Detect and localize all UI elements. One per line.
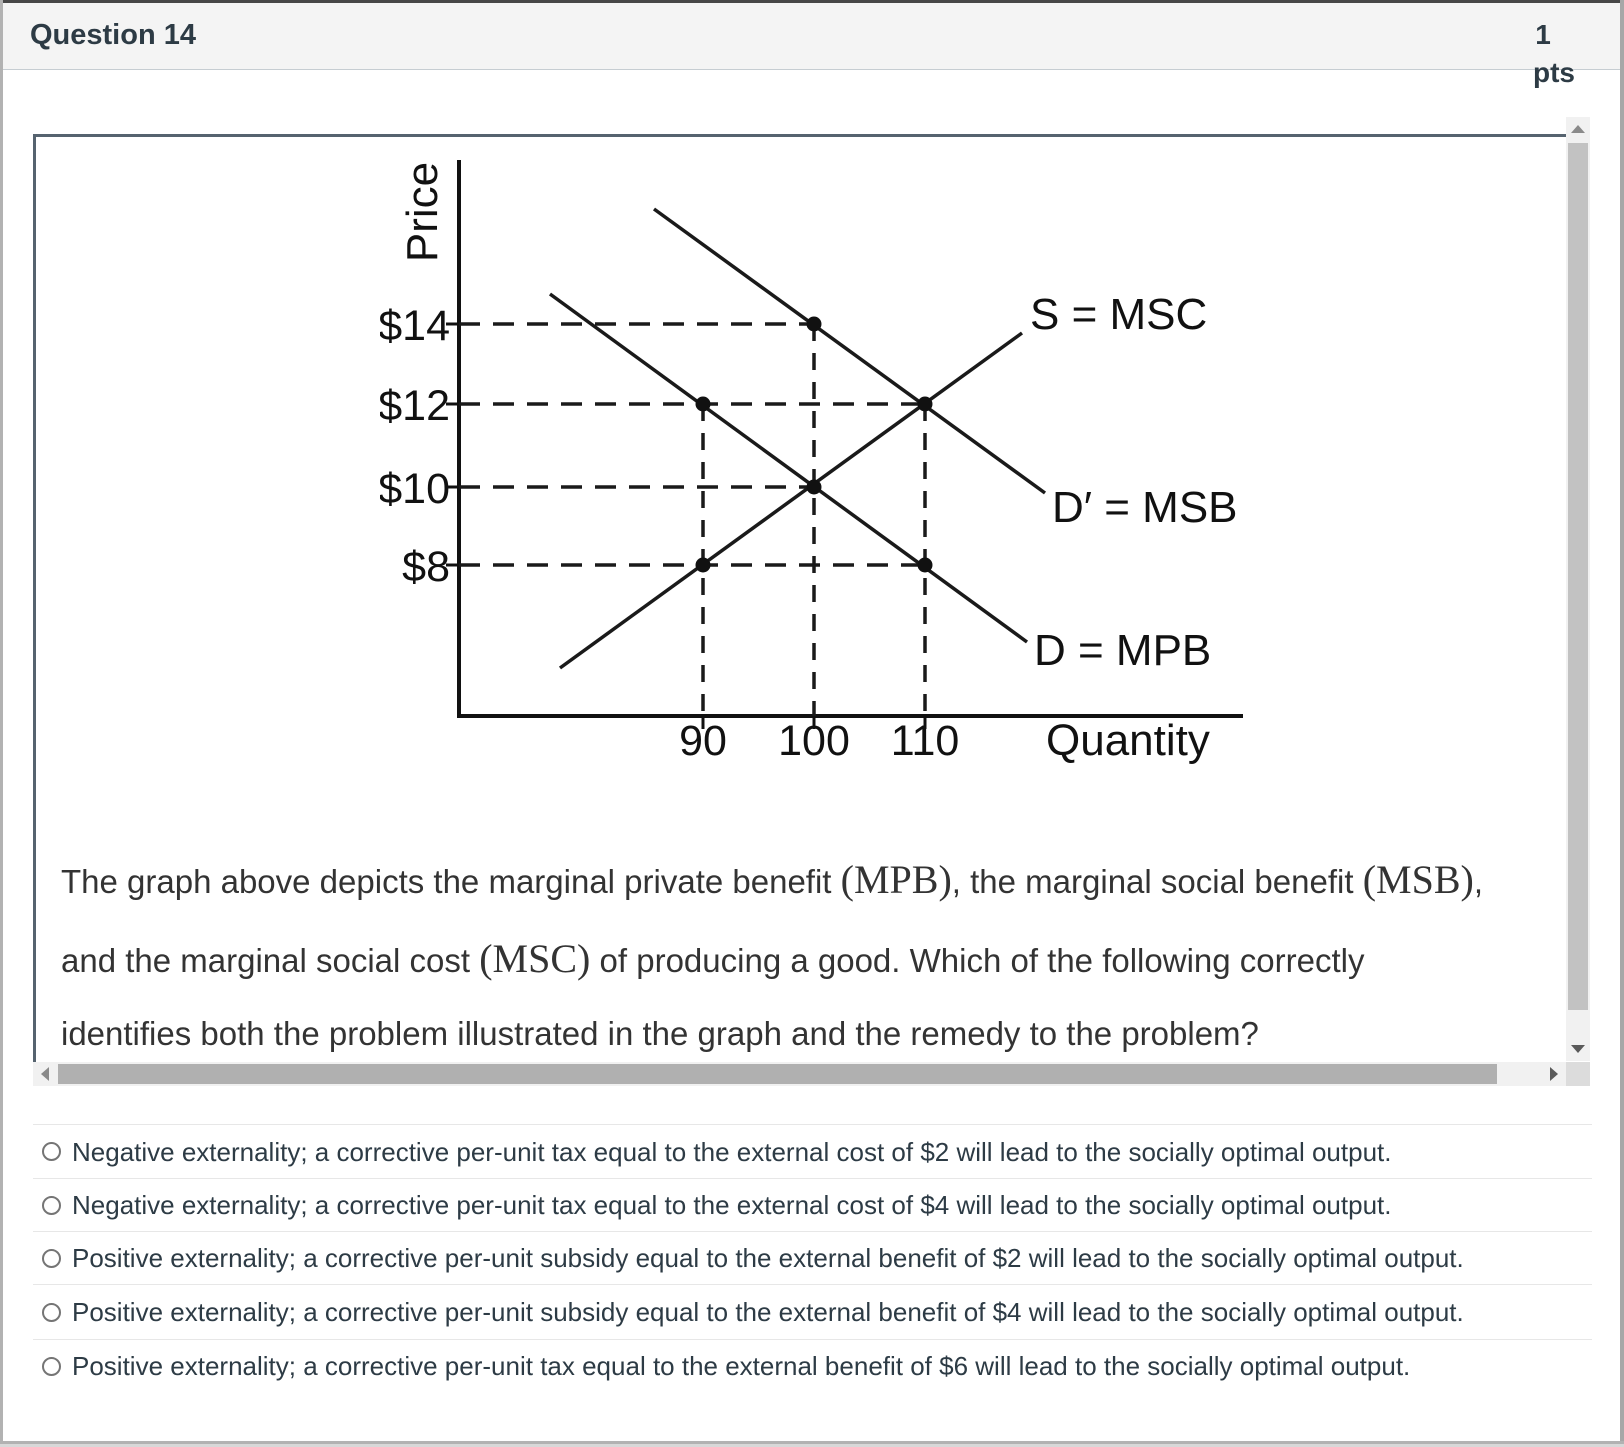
price-tick-10: $10 [380, 465, 450, 513]
answer-option-row-1: Negative externality; a corrective per-u… [33, 1124, 1592, 1179]
answer-option-label-3[interactable]: Positive externality; a corrective per-u… [72, 1243, 1464, 1273]
radio-button-option-5[interactable] [42, 1357, 61, 1376]
answer-option-label-4[interactable]: Positive externality; a corrective per-u… [72, 1297, 1464, 1327]
horizontal-scrollbar-thumb[interactable] [58, 1064, 1497, 1084]
answer-option-row-5: Positive externality; a corrective per-u… [33, 1339, 1592, 1393]
scroll-left-icon [41, 1067, 49, 1081]
question-text-line-1: The graph above depicts the marginal pri… [61, 856, 1483, 904]
answer-option-label-2[interactable]: Negative externality; a corrective per-u… [72, 1190, 1392, 1220]
card-border-left [0, 0, 3, 1444]
quantity-axis-label: Quantity [1046, 716, 1210, 765]
scroll-right-button[interactable] [1542, 1062, 1566, 1086]
question-content-box [33, 134, 1569, 1065]
vertical-scrollbar-thumb[interactable] [1568, 143, 1588, 1010]
quantity-tick-90: 90 [679, 717, 727, 765]
question-header: Question 14 1 [3, 3, 1620, 70]
points-unit: pts [1533, 57, 1575, 88]
price-tick-14: $14 [380, 302, 450, 350]
msb-curve-label: D′ = MSB [1052, 483, 1238, 532]
question-text: , the marginal social benefit [951, 863, 1363, 900]
price-tick-8: $8 [402, 543, 450, 591]
quantity-tick-100: 100 [778, 717, 850, 765]
quantity-tick-110: 110 [891, 717, 960, 765]
scroll-right-icon [1550, 1067, 1558, 1081]
msb-curve [652, 207, 1047, 495]
scroll-up-icon [1571, 125, 1585, 133]
question-text-line-3: identifies both the problem illustrated … [61, 1015, 1259, 1052]
radio-button-option-4[interactable] [42, 1303, 61, 1322]
radio-button-option-3[interactable] [42, 1249, 61, 1268]
price-tick-12: $12 [380, 382, 450, 430]
question-text-line-2: and the marginal social cost (MSC) of pr… [61, 935, 1364, 983]
msb-term: (MSB) [1362, 857, 1474, 902]
question-text: The graph above depicts the marginal pri… [61, 863, 841, 900]
horizontal-scrollbar[interactable] [33, 1062, 1566, 1086]
radio-button-option-1[interactable] [42, 1142, 61, 1161]
card-border-right [1620, 0, 1624, 1444]
mpb-curve [548, 292, 1029, 644]
mpb-term: (MPB) [840, 857, 952, 902]
price-axis-label: Price [398, 162, 447, 262]
card-border-top [0, 0, 1624, 3]
scroll-left-button[interactable] [33, 1062, 57, 1086]
answer-option-label-5[interactable]: Positive externality; a corrective per-u… [72, 1351, 1411, 1381]
price-tick-marks [446, 322, 459, 567]
msc-term: (MSC) [479, 936, 591, 981]
card-border-bottom [0, 1441, 1624, 1444]
answer-option-row-4: Positive externality; a corrective per-u… [33, 1284, 1592, 1340]
price-guide-lines [459, 322, 925, 567]
intersection-points [695, 316, 933, 573]
question-text: of producing a good. Which of the follow… [590, 942, 1365, 979]
quantity-tick-marks [701, 716, 927, 729]
question-title: Question 14 [30, 19, 196, 51]
question-text: and the marginal social cost [61, 942, 480, 979]
scroll-up-button[interactable] [1566, 117, 1590, 141]
radio-button-option-2[interactable] [42, 1196, 61, 1215]
scroll-down-button[interactable] [1566, 1037, 1590, 1061]
mpb-curve-label: D = MPB [1034, 626, 1211, 675]
answer-option-label-1[interactable]: Negative externality; a corrective per-u… [72, 1137, 1392, 1167]
answer-option-row-3: Positive externality; a corrective per-u… [33, 1231, 1592, 1285]
scrollbar-corner [1566, 1062, 1590, 1086]
externality-graph: Price $14 $12 $10 $8 90 100 110 Quantity… [380, 160, 1243, 765]
vertical-scrollbar[interactable] [1566, 117, 1590, 1061]
supply-curve [558, 331, 1024, 670]
scroll-down-icon [1571, 1045, 1585, 1053]
supply-curve-label: S = MSC [1030, 290, 1207, 339]
answer-option-row-2: Negative externality; a corrective per-u… [33, 1178, 1592, 1232]
question-text: , [1473, 863, 1483, 900]
points-value: 1 [1535, 19, 1551, 50]
